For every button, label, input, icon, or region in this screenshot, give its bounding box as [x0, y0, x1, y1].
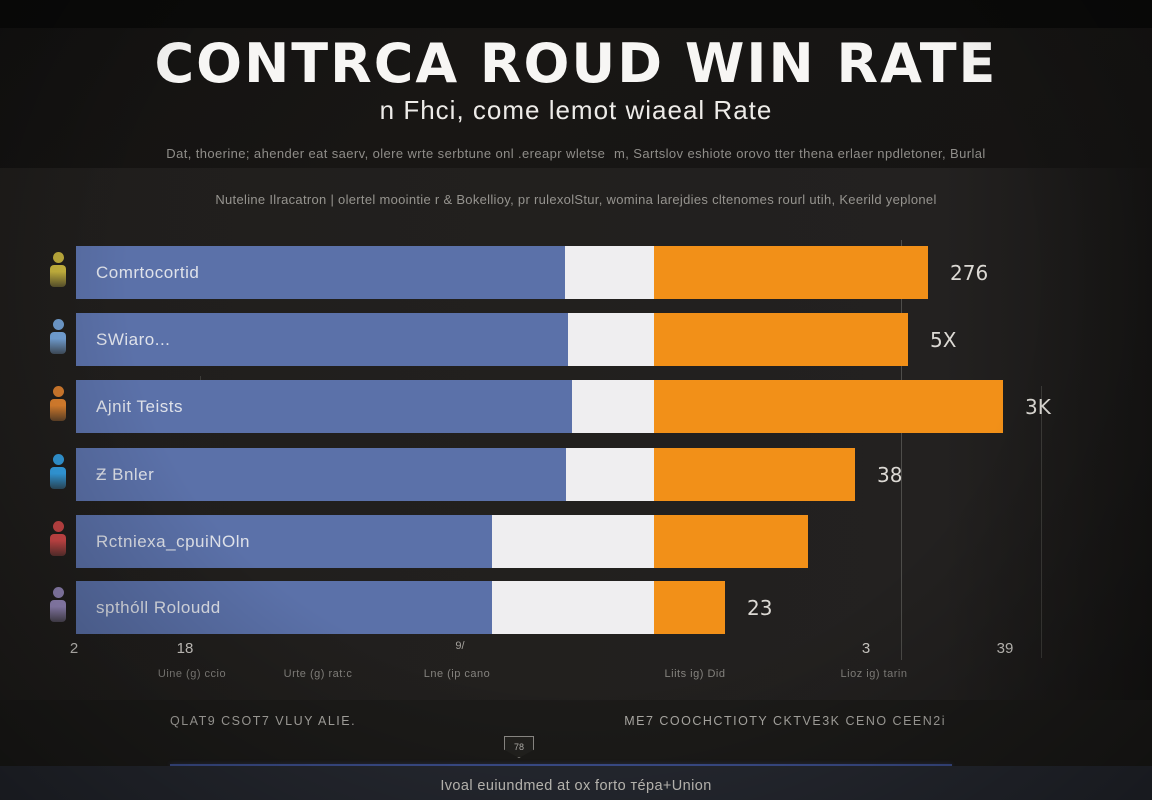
hero-icon-body: [50, 600, 66, 622]
hero-icon-head: [52, 454, 64, 465]
orange-segment: [654, 246, 928, 299]
orange-segment: [654, 380, 1003, 433]
white-segment: [566, 448, 654, 501]
bar-value-label: 3K: [1025, 394, 1051, 419]
header: CONTRCA ROUD WIN RATE n Fhci, come lemot…: [0, 28, 1152, 168]
chart-gridline: [901, 240, 902, 660]
bar-value-label: 276: [950, 260, 989, 285]
header-info-line: Dat, thoerine; ahender eat saerv, olere …: [166, 146, 986, 161]
x-axis-tick: 2: [69, 640, 79, 657]
hero-icon: [46, 319, 70, 361]
white-segment: [492, 515, 654, 568]
chart-note-line: Nuteline Ilracatron | olertel moointie r…: [215, 192, 937, 207]
hero-icon-body: [50, 534, 66, 556]
x-axis-tick: 39: [996, 640, 1014, 657]
stacked-bar[interactable]: [76, 581, 725, 634]
x-axis-sub-label: Uine (g) ccio: [157, 668, 227, 680]
bar-category-label: Ajnit Teists: [96, 396, 183, 416]
footer: QLAT9 CSOT7 VLUY ALIE. ME7 COOCHCTIOTY C…: [0, 700, 1152, 800]
bar-value-label: 23: [747, 595, 773, 620]
x-axis-sub-label: Lioz ig) tarin: [840, 668, 908, 680]
hero-icon: [46, 386, 70, 428]
orange-segment: [654, 581, 725, 634]
x-axis-tick: 18: [176, 640, 194, 657]
bar-category-label: Comrtocortid: [96, 262, 200, 282]
stacked-bar[interactable]: [76, 313, 908, 366]
bottom-band: [0, 766, 1152, 800]
blue-segment: [76, 581, 492, 634]
hero-icon-body: [50, 332, 66, 354]
stacked-bar[interactable]: [76, 380, 1003, 433]
footer-right-text: ME7 COOCHCTIOTY CKTVE3K CENO CEEN2i: [624, 714, 946, 728]
top-black-strip: [0, 0, 1152, 28]
stacked-bar[interactable]: [76, 246, 928, 299]
white-segment: [492, 581, 654, 634]
x-axis-sub-label: Urte (g) rat:c: [283, 668, 353, 680]
blue-segment: [76, 246, 565, 299]
page-title: CONTRCA ROUD WIN RATE: [154, 32, 998, 95]
blue-segment: [76, 448, 566, 501]
bar-row: Ajnit Teists 3K: [0, 380, 1152, 433]
white-segment: [572, 380, 654, 433]
blue-segment: [76, 515, 492, 568]
bar-category-label: spthóll Roloudd: [96, 597, 221, 617]
hero-icon-head: [52, 252, 64, 263]
chart-region: Nuteline Ilracatron | olertel moointie r…: [0, 168, 1152, 700]
hero-icon-body: [50, 467, 66, 489]
orange-segment: [654, 448, 855, 501]
bar-value-label: 38: [877, 462, 903, 487]
chart-gridline: [1041, 386, 1042, 658]
x-axis-sub-label: Liits ig) Did: [664, 668, 726, 680]
hero-icon-head: [52, 587, 64, 598]
page-subtitle: n Fhci, come lemot wiaeal Rate: [379, 94, 773, 125]
blue-segment: [76, 313, 568, 366]
x-axis-sub-label: Lne (ip cano: [423, 668, 491, 680]
bar-row: Rctniexa_cpuiNOln: [0, 515, 1152, 568]
hero-icon-head: [52, 521, 64, 532]
bar-category-label: Ƶ Bnler: [96, 464, 155, 484]
footer-left-text: QLAT9 CSOT7 VLUY ALIE.: [170, 714, 357, 728]
shield-badge-icon: 78: [504, 736, 534, 758]
hero-icon: [46, 252, 70, 294]
bar-row: Ƶ Bnler 38: [0, 448, 1152, 501]
bar-row: spthóll Roloudd 23: [0, 581, 1152, 634]
orange-segment: [654, 515, 808, 568]
footer-bottom-text: Ivoal euiundmed at ox forto тépa+Union: [440, 778, 712, 794]
orange-segment: [654, 313, 908, 366]
white-segment: [565, 246, 654, 299]
white-segment: [568, 313, 654, 366]
bar-category-label: Rctniexa_cpuiNOln: [96, 531, 251, 551]
bar-category-label: SWiaro...: [96, 329, 171, 349]
bar-row: Comrtocortid 276: [0, 246, 1152, 299]
hero-icon-body: [50, 399, 66, 421]
hero-icon: [46, 454, 70, 496]
bar-row: SWiaro... 5X: [0, 313, 1152, 366]
hero-icon: [46, 587, 70, 629]
bar-value-label: 5X: [930, 327, 957, 352]
hero-icon-head: [52, 319, 64, 330]
x-axis-tick: 3: [861, 640, 871, 657]
hero-icon-body: [50, 265, 66, 287]
blue-segment: [76, 380, 572, 433]
footer-divider: [170, 764, 952, 766]
x-axis-tick: 9/: [455, 640, 465, 652]
stacked-bar[interactable]: [76, 448, 855, 501]
hero-icon-head: [52, 386, 64, 397]
stacked-bar[interactable]: [76, 515, 808, 568]
hero-icon: [46, 521, 70, 563]
